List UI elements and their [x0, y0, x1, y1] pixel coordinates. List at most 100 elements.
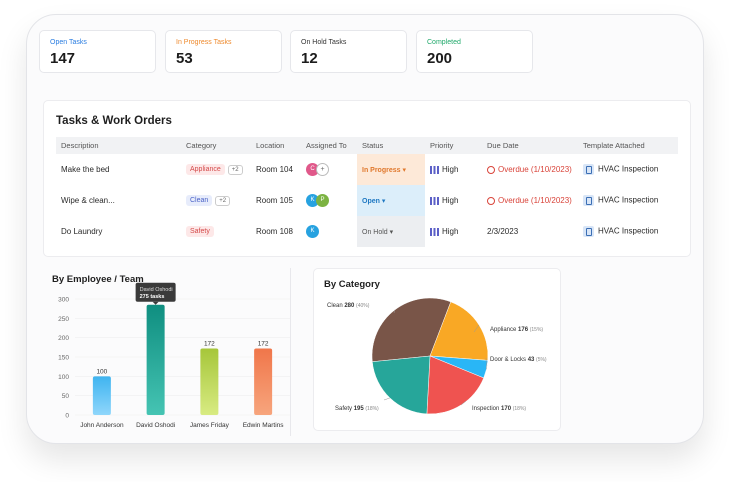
task-description: Make the bed	[61, 165, 110, 174]
y-tick-label: 200	[58, 335, 69, 342]
priority-label: High	[442, 227, 459, 236]
status-dropdown[interactable]: On Hold ▾	[357, 216, 425, 247]
y-tick-label: 300	[58, 297, 69, 304]
category-chip[interactable]: Appliance	[186, 164, 225, 175]
assigned-cell: K	[301, 216, 357, 247]
priority-label: High	[442, 165, 459, 174]
category-chip[interactable]: Clean	[186, 195, 213, 206]
pie-leader-line	[393, 309, 396, 314]
stat-label: Completed	[427, 39, 461, 46]
table-row[interactable]: Make the bed Appliance +2 Room 104 C + In …	[56, 154, 678, 185]
y-tick-label: 50	[62, 393, 70, 400]
pie-slice	[372, 355, 431, 415]
template-cell[interactable]: HVAC Inspection	[578, 154, 678, 185]
task-description: Do Laundry	[61, 227, 103, 236]
y-tick-label: 100	[58, 374, 69, 381]
pie-slice-label: Safety 195 (18%)	[335, 406, 379, 412]
bar	[200, 348, 219, 415]
pie-slice-label: Appliance 176 (15%)	[490, 327, 543, 333]
priority-bars-icon	[430, 227, 439, 236]
column-header[interactable]: Status	[357, 137, 425, 154]
due-date-label: Overdue (1/10/2023)	[498, 165, 572, 174]
avatar[interactable]: C	[306, 163, 319, 176]
table-header-row: Description Category Location Assigned T…	[56, 137, 678, 154]
category-cell: Safety	[181, 216, 251, 247]
priority-label: High	[442, 196, 459, 205]
stat-completed[interactable]: Completed 200	[416, 30, 533, 73]
column-header[interactable]: Priority	[425, 137, 482, 154]
y-tick-label: 250	[58, 316, 69, 323]
x-tick-label: John Anderson	[80, 422, 124, 429]
chevron-down-icon: ▾	[389, 228, 394, 236]
location-cell: Room 104	[256, 165, 293, 174]
bar-data-label: 172	[258, 340, 269, 347]
avatar[interactable]: K	[306, 194, 319, 207]
table-row[interactable]: Do Laundry Safety Room 108 K On Hold ▾ H…	[56, 216, 678, 247]
location-cell: Room 105	[256, 196, 293, 205]
status-label: In Progress	[362, 166, 401, 174]
pie-slice-label: Clean 280 (40%)	[327, 303, 370, 309]
pie-slice	[426, 355, 485, 415]
due-date-cell: Overdue (1/10/2023)	[482, 154, 578, 185]
y-tick-label: 150	[58, 355, 69, 362]
stat-value: 200	[427, 50, 453, 67]
due-date-cell: Overdue (1/10/2023)	[482, 185, 578, 216]
category-cell: Clean +2	[181, 185, 251, 216]
stat-value: 12	[301, 50, 318, 67]
status-dropdown[interactable]: Open ▾	[357, 185, 425, 216]
more-categories-badge[interactable]: +2	[215, 196, 231, 206]
more-categories-badge[interactable]: +2	[227, 165, 243, 175]
x-tick-label: James Friday	[190, 422, 230, 429]
stat-label: Open Tasks	[50, 39, 87, 46]
category-chip[interactable]: Safety	[186, 226, 214, 237]
dashboard-frame: Open Tasks 147 In Progress Tasks 53 On H…	[26, 14, 704, 444]
location-cell: Room 108	[256, 227, 293, 236]
pie-slice-label: Inspection 170 (18%)	[472, 406, 526, 412]
status-label: Open	[362, 197, 380, 205]
stat-on-hold-tasks[interactable]: On Hold Tasks 12	[290, 30, 407, 73]
bar	[146, 304, 165, 415]
column-header[interactable]: Category	[181, 137, 251, 154]
pie-leader-line	[473, 324, 480, 333]
template-cell[interactable]: HVAC Inspection	[578, 185, 678, 216]
stat-in-progress-tasks[interactable]: In Progress Tasks 53	[165, 30, 282, 73]
assigned-cell: C +	[301, 154, 357, 185]
template-cell[interactable]: HVAC Inspection	[578, 216, 678, 247]
tooltip-pointer	[152, 301, 159, 305]
bar	[254, 348, 273, 415]
stat-value: 147	[50, 50, 76, 67]
tooltip-box	[135, 282, 176, 302]
task-description: Wipe & clean...	[61, 196, 115, 205]
column-header[interactable]: Due Date	[482, 137, 578, 154]
template-label: HVAC Inspection	[598, 164, 659, 174]
pie-slice-label: Door & Locks 43 (5%)	[490, 357, 547, 363]
stat-label: In Progress Tasks	[176, 39, 232, 46]
chevron-down-icon: ▾	[402, 166, 406, 174]
status-label: On Hold	[362, 228, 388, 236]
priority-cell: High	[425, 216, 482, 247]
pie-leader-line	[383, 397, 391, 401]
category-chart-title: By Category	[324, 279, 380, 290]
tasks-card: Tasks & Work Orders Description Category…	[43, 100, 691, 257]
column-header[interactable]: Template Attached	[578, 137, 678, 154]
stat-open-tasks[interactable]: Open Tasks 147	[39, 30, 156, 73]
column-header[interactable]: Description	[56, 137, 181, 154]
template-label: HVAC Inspection	[598, 226, 659, 236]
tooltip-name: David Oshodi	[140, 287, 173, 293]
template-icon	[583, 226, 594, 237]
column-header[interactable]: Location	[251, 137, 301, 154]
bar-data-label: 172	[204, 340, 215, 347]
avatar[interactable]: K	[306, 225, 319, 238]
add-assignee-icon[interactable]: +	[316, 163, 329, 176]
avatar[interactable]: P	[316, 194, 329, 207]
section-divider	[290, 268, 291, 436]
clock-icon	[487, 165, 495, 174]
column-header[interactable]: Assigned To	[301, 137, 357, 154]
status-dropdown[interactable]: In Progress ▾	[357, 154, 425, 185]
priority-bars-icon	[430, 165, 439, 174]
bar-data-label: 100	[96, 368, 107, 375]
tasks-title: Tasks & Work Orders	[56, 115, 172, 127]
y-tick-label: 0	[65, 413, 69, 420]
